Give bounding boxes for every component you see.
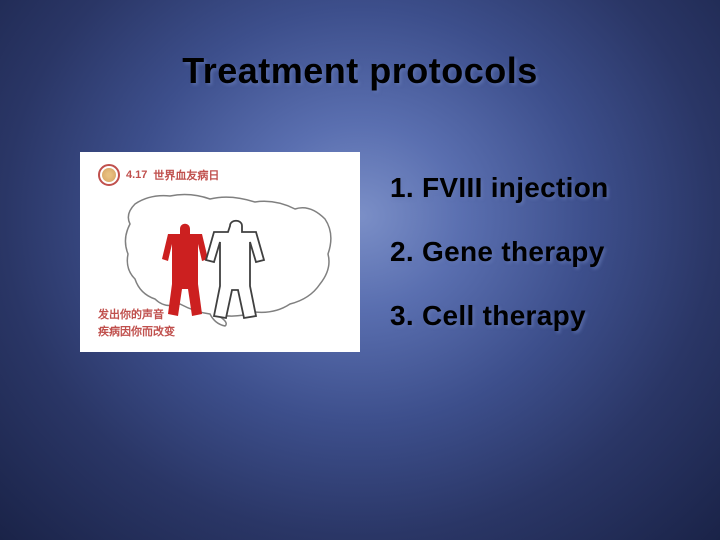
list-item: 2. Gene therapy (390, 236, 609, 268)
bottom-line-2: 疾病因你而改变 (98, 324, 175, 341)
image-header: 4.17 世界血友病日 (98, 164, 219, 186)
globe-icon (98, 164, 120, 186)
list-item: 1. FVIII injection (390, 172, 609, 204)
treatment-list: 1. FVIII injection 2. Gene therapy 3. Ce… (390, 152, 609, 364)
image-top-text: 世界血友病日 (153, 167, 219, 183)
outline-figure (206, 221, 264, 318)
illustration-box: 4.17 世界血友病日 发出你的声音 疾病因你而改变 (80, 152, 360, 352)
bottom-line-1: 发出你的声音 (98, 307, 175, 324)
image-date: 4.17 (126, 169, 147, 181)
list-item: 3. Cell therapy (390, 300, 609, 332)
image-bottom-text: 发出你的声音 疾病因你而改变 (98, 307, 175, 340)
slide-container: Treatment protocols 4.17 世界血友病日 发出你的声音 疾… (0, 0, 720, 540)
slide-title: Treatment protocols (60, 50, 660, 92)
red-figure (162, 224, 208, 316)
content-area: 4.17 世界血友病日 发出你的声音 疾病因你而改变 1. FVIII inje… (60, 152, 660, 364)
